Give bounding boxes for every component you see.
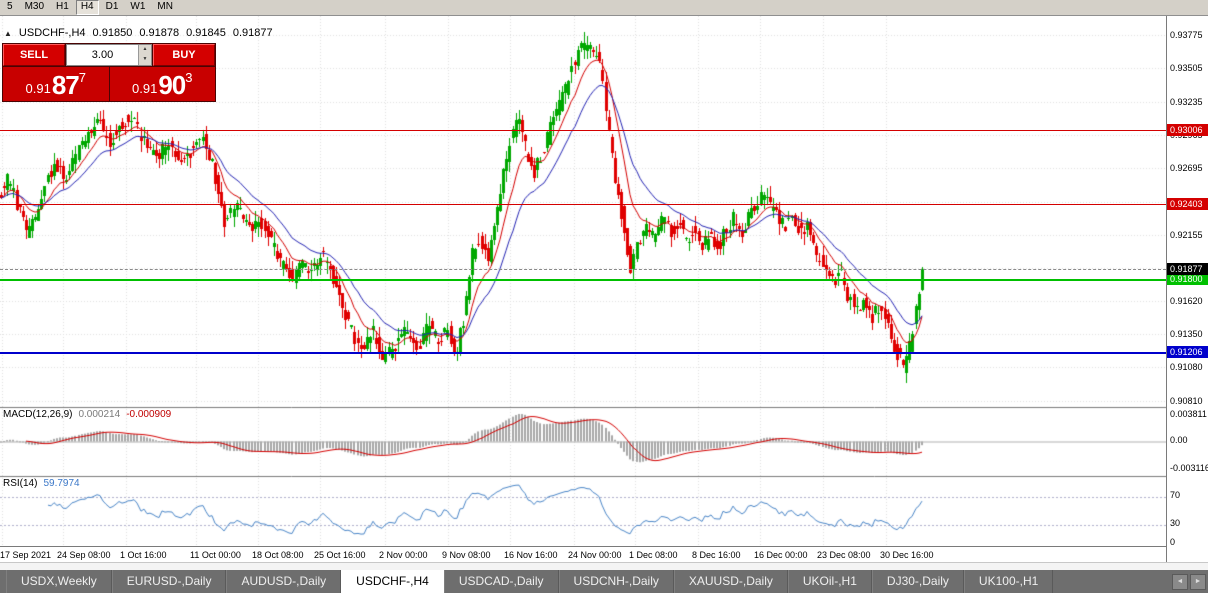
- buy-button[interactable]: BUY: [153, 44, 215, 66]
- time-label: 30 Dec 16:00: [880, 550, 934, 560]
- tab-dj30-daily[interactable]: DJ30-,Daily: [871, 570, 964, 593]
- macd-axis-tick: 0.00: [1170, 435, 1188, 445]
- support-line-green-badge: 0.91800: [1167, 273, 1208, 285]
- timeframe-m30[interactable]: M30: [19, 0, 50, 15]
- time-label: 16 Dec 00:00: [754, 550, 808, 560]
- macd-axis-tick: -0.003116: [1170, 463, 1208, 473]
- price-axis-tick: 0.91350: [1170, 329, 1203, 339]
- price-axis-tick: 0.93235: [1170, 97, 1203, 107]
- tabs-scroll-right-icon[interactable]: ►: [1190, 574, 1206, 590]
- tabs-scroll-left-icon[interactable]: ◄: [1172, 574, 1188, 590]
- volume-value: 3.00: [91, 49, 114, 61]
- trade-panel-collapse-icon[interactable]: ▲: [4, 28, 12, 38]
- tab-usdcad-daily[interactable]: USDCAD-,Daily: [443, 570, 559, 593]
- scroll-strip: [0, 562, 1208, 570]
- volume-stepper[interactable]: 3.00 ▲ ▼: [66, 44, 152, 66]
- rsi-header: RSI(14) 59.7974: [3, 478, 80, 489]
- macd-axis-tick: 0.003811: [1170, 409, 1207, 419]
- macd-value: 0.000214: [78, 409, 121, 420]
- ohlc-open: 0.91850: [92, 27, 133, 39]
- rsi-value: 59.7974: [43, 478, 80, 489]
- price-axis-tick: 0.90810: [1170, 396, 1203, 406]
- macd-signal-value: -0.000909: [126, 409, 172, 420]
- time-label: 17 Sep 2021: [0, 550, 52, 560]
- chart-ohlc-header: ▲ USDCHF-,H4 0.91850 0.91878 0.91845 0.9…: [4, 27, 273, 39]
- buy-price-sup: 3: [185, 70, 193, 85]
- price-axis[interactable]: 0.937750.935050.932350.929650.926950.924…: [1166, 16, 1208, 562]
- buy-price-big: 90: [158, 70, 186, 100]
- time-label: 24 Nov 00:00: [568, 550, 622, 560]
- rsi-axis-tick: 70: [1170, 490, 1181, 500]
- time-label: 11 Oct 00:00: [190, 550, 241, 560]
- timeframe-d1[interactable]: D1: [100, 0, 124, 15]
- buy-price[interactable]: 0.91 90 3: [109, 67, 215, 101]
- chart-tabs: USDX,Weekly EURUSD-,Daily AUDUSD-,Daily USD…: [0, 570, 1054, 593]
- sell-button[interactable]: SELL: [3, 44, 65, 66]
- timeframe-toolbar: 5 M30 H1 H4 D1 W1 MN: [0, 0, 1208, 16]
- time-label: 9 Nov 08:00: [442, 550, 491, 560]
- timeframe-w1[interactable]: W1: [125, 0, 151, 15]
- price-axis-tick: 0.92695: [1170, 163, 1203, 173]
- time-label: 16 Nov 16:00: [504, 550, 558, 560]
- time-label: 2 Nov 00:00: [379, 550, 428, 560]
- price-axis-tick: 0.93775: [1170, 30, 1203, 40]
- tab-usdchf-h4[interactable]: USDCHF-,H4: [341, 570, 444, 593]
- time-label: 23 Dec 08:00: [817, 550, 871, 560]
- price-axis-tick: 0.91620: [1170, 296, 1203, 306]
- rsi-axis-tick: 0: [1170, 537, 1176, 547]
- sell-price-prefix: 0.91: [25, 81, 51, 96]
- macd-label: MACD(12,26,9): [3, 409, 73, 420]
- time-label: 1 Oct 16:00: [120, 550, 167, 560]
- ohlc-high: 0.91878: [139, 27, 180, 39]
- chart-area: ▲ USDCHF-,H4 0.91850 0.91878 0.91845 0.9…: [0, 16, 1208, 562]
- one-click-trading-panel: SELL 3.00 ▲ ▼ BUY 0.91 87 7 0.91: [2, 43, 216, 102]
- price-axis-tick: 0.92155: [1170, 230, 1203, 240]
- tab-uk100-h1[interactable]: UK100-,H1: [963, 570, 1054, 593]
- sell-price-sup: 7: [78, 70, 86, 85]
- symbol-period-label: USDCHF-,H4: [18, 27, 86, 39]
- price-axis-tick: 0.91080: [1170, 362, 1203, 372]
- ohlc-close: 0.91877: [232, 27, 273, 39]
- volume-spinner: ▲ ▼: [138, 45, 151, 65]
- price-chart-canvas[interactable]: [0, 16, 1166, 546]
- time-label: 18 Oct 08:00: [252, 550, 304, 560]
- price-axis-tick: 0.93505: [1170, 63, 1203, 73]
- time-axis[interactable]: 17 Sep 2021 24 Sep 08:00 1 Oct 16:00 11 Oct…: [0, 546, 1166, 562]
- chart-tabs-bar: USDX,Weekly EURUSD-,Daily AUDUSD-,Daily USD…: [0, 570, 1208, 593]
- tab-usdcnh-daily[interactable]: USDCNH-,Daily: [558, 570, 674, 593]
- resistance-line-upper-badge: 0.93006: [1167, 124, 1208, 136]
- buy-price-prefix: 0.91: [132, 81, 158, 96]
- current-price-badge: 0.91877: [1167, 263, 1208, 275]
- tab-arrows: ◄ ►: [1172, 574, 1206, 590]
- timeframe-h1[interactable]: H1: [51, 0, 74, 15]
- tab-eurusd-daily[interactable]: EURUSD-,Daily: [111, 570, 227, 593]
- sell-price[interactable]: 0.91 87 7: [3, 67, 109, 101]
- timeframe-h4[interactable]: H4: [75, 0, 99, 15]
- sell-price-big: 87: [51, 70, 80, 100]
- support-line-blue-badge: 0.91206: [1167, 346, 1208, 358]
- rsi-label: RSI(14): [3, 478, 38, 489]
- time-label: 8 Dec 16:00: [692, 550, 741, 560]
- time-label: 25 Oct 16:00: [314, 550, 366, 560]
- tab-usdx-weekly[interactable]: USDX,Weekly: [6, 570, 112, 593]
- volume-down-icon[interactable]: ▼: [142, 56, 148, 62]
- time-label: 1 Dec 08:00: [629, 550, 678, 560]
- trade-panel-prices: 0.91 87 7 0.91 90 3: [3, 67, 215, 101]
- tab-xauusd-daily[interactable]: XAUUSD-,Daily: [673, 570, 788, 593]
- rsi-axis-tick: 30: [1170, 518, 1181, 528]
- resistance-line-lower-badge: 0.92403: [1167, 198, 1208, 210]
- tab-ukoil-h1[interactable]: UKOil-,H1: [787, 570, 872, 593]
- ohlc-low: 0.91845: [186, 27, 226, 39]
- time-label: 24 Sep 08:00: [57, 550, 111, 560]
- timeframe-mn[interactable]: MN: [152, 0, 178, 15]
- trade-panel-controls: SELL 3.00 ▲ ▼ BUY: [3, 44, 215, 66]
- tab-audusd-daily[interactable]: AUDUSD-,Daily: [226, 570, 342, 593]
- timeframe-5[interactable]: 5: [2, 0, 18, 15]
- macd-header: MACD(12,26,9) 0.000214 -0.000909: [3, 409, 171, 420]
- volume-up-icon[interactable]: ▲: [142, 46, 148, 52]
